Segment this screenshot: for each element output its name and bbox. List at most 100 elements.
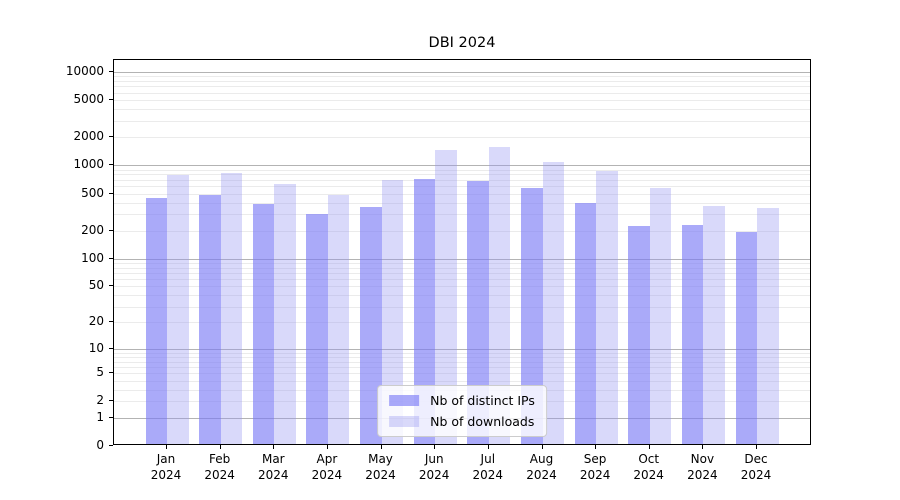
bar-distinct-ips-nov	[681, 224, 704, 444]
y-tick-mark	[109, 285, 113, 287]
x-tick-year: 2024	[526, 467, 557, 482]
bar-downloads-jun	[435, 150, 457, 444]
minor-gridline	[114, 262, 810, 264]
y-tick-label: 1000	[73, 157, 104, 172]
x-tick-mark	[273, 445, 275, 449]
y-tick-label: 10000	[65, 63, 104, 78]
bar-downloads-aug	[542, 162, 564, 444]
major-gridline	[114, 71, 810, 73]
bar-downloads-feb	[220, 172, 243, 444]
minor-gridline	[114, 92, 810, 94]
x-tick-month: Dec	[744, 452, 768, 466]
y-tick-label: 10	[88, 340, 104, 355]
x-tick-month: May	[368, 452, 393, 466]
x-tick-month: Jul	[480, 452, 496, 466]
x-tick-year: 2024	[365, 467, 396, 482]
x-tick-mark	[702, 445, 704, 449]
minor-gridline	[114, 202, 810, 204]
minor-gridline	[114, 137, 810, 139]
minor-gridline	[114, 193, 810, 195]
minor-gridline	[114, 361, 810, 363]
x-tick-label: Feb 2024	[178, 452, 262, 483]
bar-downloads-apr	[327, 194, 350, 444]
minor-gridline	[114, 109, 810, 111]
legend-swatch-distinct-ips	[389, 395, 420, 406]
x-tick-year: 2024	[472, 467, 504, 482]
minor-gridline	[114, 380, 810, 382]
x-tick-mark	[166, 445, 167, 449]
y-tick-mark	[109, 164, 113, 166]
minor-gridline	[114, 100, 810, 101]
y-tick-mark	[109, 136, 113, 138]
bar-distinct-ips-jul	[467, 180, 489, 444]
x-tick-month: Mar	[261, 452, 285, 466]
x-tick-label: Mar 2024	[231, 452, 315, 483]
bar-distinct-ips-jun	[413, 179, 436, 444]
minor-gridline	[114, 186, 810, 188]
minor-gridline	[114, 86, 810, 88]
bar-distinct-ips-mar	[252, 204, 275, 444]
bar-distinct-ips-apr	[306, 213, 328, 444]
legend-label-distinct-ips: Nb of distinct IPs	[430, 393, 535, 408]
minor-gridline	[114, 279, 810, 280]
minor-gridline	[114, 76, 810, 78]
bar-downloads-dec	[757, 208, 779, 444]
x-tick-label: Apr 2024	[285, 452, 369, 483]
x-tick-mark	[487, 445, 489, 449]
x-tick-label: Jan 2024	[124, 452, 208, 483]
x-tick-label: Nov 2024	[660, 452, 744, 483]
minor-gridline	[114, 373, 810, 375]
bar-distinct-ips-sep	[574, 202, 597, 444]
minor-gridline	[114, 120, 810, 122]
x-tick-label: May 2024	[339, 452, 423, 483]
x-tick-label: Aug 2024	[500, 452, 584, 483]
x-tick-year: 2024	[150, 467, 182, 482]
x-tick-year: 2024	[311, 467, 343, 482]
x-tick-month: Jan	[156, 452, 176, 466]
y-tick-mark	[109, 321, 113, 323]
x-tick-year: 2024	[418, 467, 450, 482]
bar-downloads-mar	[274, 183, 296, 444]
y-tick-mark	[109, 257, 113, 259]
minor-gridline	[114, 352, 810, 354]
x-tick-year: 2024	[687, 467, 718, 482]
minor-gridline	[114, 322, 810, 324]
x-tick-label: Jun 2024	[392, 452, 476, 483]
bar-downloads-oct	[649, 188, 672, 444]
minor-gridline	[114, 286, 810, 288]
y-tick-mark	[109, 400, 113, 402]
x-tick-month: Oct	[638, 452, 660, 466]
bar-distinct-ips-jan	[145, 197, 167, 444]
legend-item-downloads: Nb of downloads	[389, 414, 535, 429]
x-tick-mark	[380, 445, 382, 449]
x-tick-mark	[326, 445, 328, 449]
bar-downloads-nov	[703, 205, 725, 444]
bar-distinct-ips-oct	[628, 225, 650, 444]
legend-label-downloads: Nb of downloads	[430, 414, 535, 429]
legend: Nb of distinct IPs Nb of downloads	[377, 385, 547, 437]
minor-gridline	[114, 272, 810, 274]
major-gridline	[114, 165, 810, 167]
chart-title: DBI 2024	[428, 35, 496, 51]
bar-distinct-ips-feb	[199, 194, 221, 444]
y-tick-mark	[109, 372, 113, 374]
bars-layer	[114, 60, 810, 444]
y-tick-mark	[109, 229, 113, 231]
minor-gridline	[114, 174, 810, 176]
x-tick-label: Jul 2024	[446, 452, 530, 483]
x-tick-month: Nov	[690, 452, 715, 466]
minor-gridline	[114, 214, 810, 216]
major-gridline	[114, 258, 810, 260]
minor-gridline	[114, 306, 810, 308]
y-tick-label: 200	[81, 222, 104, 237]
x-tick-year: 2024	[633, 467, 664, 482]
y-tick-label: 50	[88, 278, 104, 293]
x-tick-month: Aug	[529, 452, 554, 466]
gridlines	[114, 60, 810, 444]
y-tick-mark	[109, 99, 113, 100]
y-tick-mark	[109, 347, 113, 349]
bar-downloads-jul	[488, 146, 511, 444]
y-tick-label: 500	[81, 185, 104, 200]
x-tick-mark	[756, 445, 757, 449]
